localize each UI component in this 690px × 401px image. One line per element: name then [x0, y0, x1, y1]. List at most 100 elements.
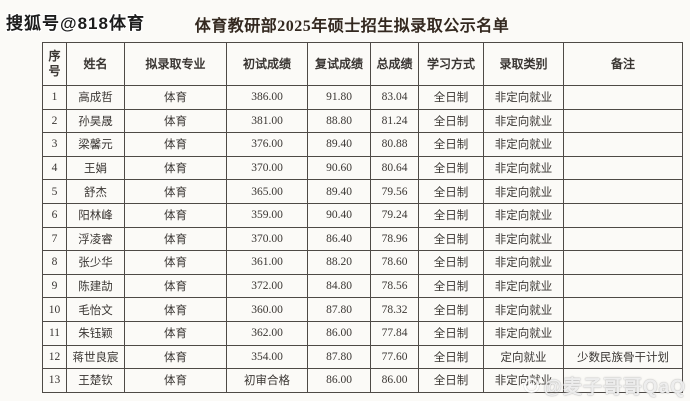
table-cell: 6 — [42, 202, 67, 228]
table-cell: 87.80 — [307, 297, 371, 322]
column-header: 复试成绩 — [307, 42, 371, 86]
table-cell: 78.96 — [370, 226, 419, 252]
table-cell: 舒杰 — [66, 179, 125, 204]
table-cell — [563, 297, 683, 322]
table-cell: 体育 — [124, 297, 227, 322]
table-cell: 朱钰颖 — [66, 320, 125, 346]
table-cell: 毛怡文 — [66, 297, 125, 322]
table-cell: 86.00 — [370, 368, 419, 393]
watermark-author: @麦子哥哥QaQ — [524, 372, 686, 399]
table-row: 1 高成哲 体育 386.00 91.80 83.04 全日制 非定向就业 — [42, 85, 683, 110]
table-cell: 10 — [42, 297, 67, 322]
table-cell: 全日制 — [418, 250, 484, 275]
table-cell: 陈建劼 — [66, 273, 125, 299]
table-cell: 体育 — [124, 108, 227, 134]
table-cell: 少数民族骨干计划 — [563, 344, 683, 370]
table-row: 10 毛怡文 体育 360.00 87.80 78.32 全日制 非定向就业 — [42, 297, 683, 322]
table-cell — [563, 85, 683, 110]
table-cell: 全日制 — [418, 297, 484, 322]
table-row: 11 朱钰颖 体育 362.00 86.00 77.84 全日制 非定向就业 — [42, 320, 683, 346]
table-cell: 体育 — [124, 226, 227, 252]
table-cell: 浮凌睿 — [66, 226, 125, 252]
table-cell: 非定向就业 — [483, 202, 564, 228]
table-cell: 王楚钦 — [66, 368, 125, 393]
table-cell: 体育 — [124, 344, 227, 370]
table-cell: 全日制 — [418, 344, 484, 370]
table-cell: 360.00 — [226, 297, 308, 322]
table-cell: 89.40 — [307, 132, 371, 157]
table-cell: 全日制 — [418, 273, 484, 299]
table-cell: 高成哲 — [66, 85, 125, 110]
table-row: 13 王楚钦 体育 初审合格 86.00 86.00 全日制 非定向就业 — [42, 368, 683, 393]
table-cell: 13 — [42, 368, 67, 393]
table-cell: 1 — [42, 85, 67, 110]
table-cell: 全日制 — [418, 226, 484, 252]
watermark-author-text: @麦子哥哥QaQ — [543, 377, 686, 398]
table-cell: 86.00 — [307, 368, 371, 393]
table-cell — [563, 179, 683, 204]
table-cell: 386.00 — [226, 85, 308, 110]
table-cell: 86.40 — [307, 226, 371, 252]
table-cell: 全日制 — [418, 108, 484, 134]
page-title: 体育教研部2025年硕士招生拟录取公示名单 — [194, 18, 510, 35]
table-cell: 非定向就业 — [483, 85, 564, 110]
table-cell — [563, 273, 683, 299]
table-cell: 376.00 — [226, 132, 308, 157]
table-cell: 370.00 — [226, 155, 308, 181]
table-cell — [563, 320, 683, 346]
column-header: 初试成绩 — [226, 42, 308, 86]
table-cell: 78.56 — [370, 273, 419, 299]
table-cell: 88.20 — [307, 250, 371, 275]
watermark-sohu: 搜狐号@818体育 — [6, 14, 145, 33]
table-cell: 2 — [42, 108, 67, 134]
table-cell: 全日制 — [418, 202, 484, 228]
table-cell: 体育 — [124, 85, 227, 110]
table-cell — [563, 226, 683, 252]
table-row: 12 蒋世良宸 体育 354.00 87.80 77.60 全日制 定向就业 少数民族骨干计划 — [42, 344, 683, 370]
table-cell: 84.80 — [307, 273, 371, 299]
table-cell: 3 — [42, 132, 67, 157]
table-cell: 7 — [42, 226, 67, 252]
table-row: 2 孙昊晟 体育 381.00 88.80 81.24 全日制 非定向就业 — [42, 108, 683, 134]
table-cell: 全日制 — [418, 85, 484, 110]
table-cell: 王娟 — [66, 155, 125, 181]
table-cell: 非定向就业 — [483, 108, 564, 134]
table-cell: 全日制 — [418, 132, 484, 157]
table-cell: 365.00 — [226, 179, 308, 204]
table-cell: 79.24 — [370, 202, 419, 228]
column-header: 总成绩 — [370, 42, 419, 86]
table-cell: 87.80 — [307, 344, 371, 370]
table-cell: 阳林峰 — [66, 202, 125, 228]
column-header: 备注 — [563, 42, 683, 86]
column-header: 姓名 — [66, 42, 125, 86]
table-cell — [563, 108, 683, 134]
table-cell: 体育 — [124, 320, 227, 346]
table-cell: 362.00 — [226, 320, 308, 346]
table-row: 3 梁馨元 体育 376.00 89.40 80.88 全日制 非定向就业 — [42, 132, 683, 157]
table-cell: 张少华 — [66, 250, 125, 275]
table-cell: 孙昊晟 — [66, 108, 125, 134]
table-cell: 全日制 — [418, 179, 484, 204]
table-cell: 90.40 — [307, 202, 371, 228]
table-cell: 体育 — [124, 202, 227, 228]
table-cell: 361.00 — [226, 250, 308, 275]
table-cell: 5 — [42, 179, 67, 204]
table-header-row: 序号 姓名 拟录取专业 初试成绩 复试成绩 总成绩 学习方式 录取类别 备注 — [42, 42, 683, 86]
table-cell: 非定向就业 — [483, 155, 564, 181]
table-cell: 4 — [42, 155, 67, 181]
table-cell: 体育 — [124, 179, 227, 204]
table-cell: 非定向就业 — [483, 297, 564, 322]
table-cell: 9 — [42, 273, 67, 299]
table-cell — [563, 202, 683, 228]
table-cell: 全日制 — [418, 368, 484, 393]
table-row: 5 舒杰 体育 365.00 89.40 79.56 全日制 非定向就业 — [42, 179, 683, 204]
table-cell: 77.84 — [370, 320, 419, 346]
table-cell: 354.00 — [226, 344, 308, 370]
table-cell: 体育 — [124, 132, 227, 157]
table-cell: 77.60 — [370, 344, 419, 370]
table-cell — [563, 368, 683, 393]
table-cell: 非定向就业 — [483, 368, 564, 393]
table-cell: 全日制 — [418, 320, 484, 346]
table-cell: 梁馨元 — [66, 132, 125, 157]
table-row: 7 浮凌睿 体育 370.00 86.40 78.96 全日制 非定向就业 — [42, 226, 683, 252]
